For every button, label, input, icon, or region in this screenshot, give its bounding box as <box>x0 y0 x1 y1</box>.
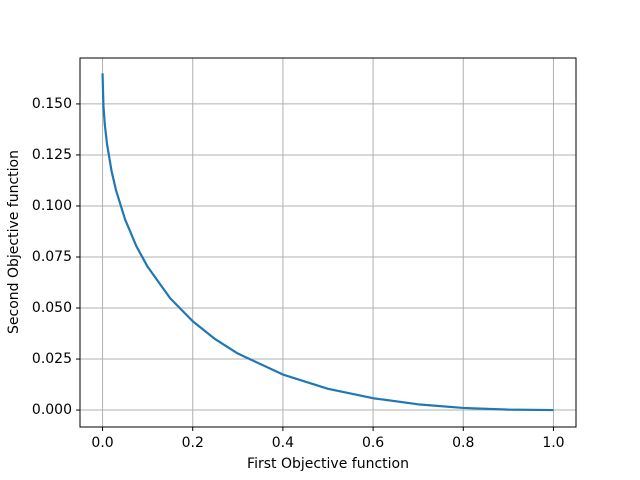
y-tick-label: 0.050 <box>32 300 72 316</box>
x-tick-label: 0.0 <box>91 435 113 451</box>
x-tick-label: 0.2 <box>182 435 204 451</box>
x-tick-label: 1.0 <box>542 435 564 451</box>
x-tick-label: 0.6 <box>362 435 384 451</box>
plot-frame <box>79 57 577 428</box>
x-tick-label: 0.4 <box>272 435 294 451</box>
x-tick-label: 0.8 <box>452 435 474 451</box>
data-line <box>101 73 554 412</box>
x-axis-label: First Objective function <box>247 456 409 472</box>
y-tick-label: 0.025 <box>32 351 72 367</box>
y-tick-label: 0.125 <box>32 147 72 163</box>
y-axis-label: Second Objective function <box>6 150 22 334</box>
y-tick-label: 0.100 <box>32 198 72 214</box>
y-tick-label: 0.075 <box>32 249 72 265</box>
y-tick-label: 0.000 <box>32 402 72 418</box>
y-tick-label: 0.150 <box>32 96 72 112</box>
